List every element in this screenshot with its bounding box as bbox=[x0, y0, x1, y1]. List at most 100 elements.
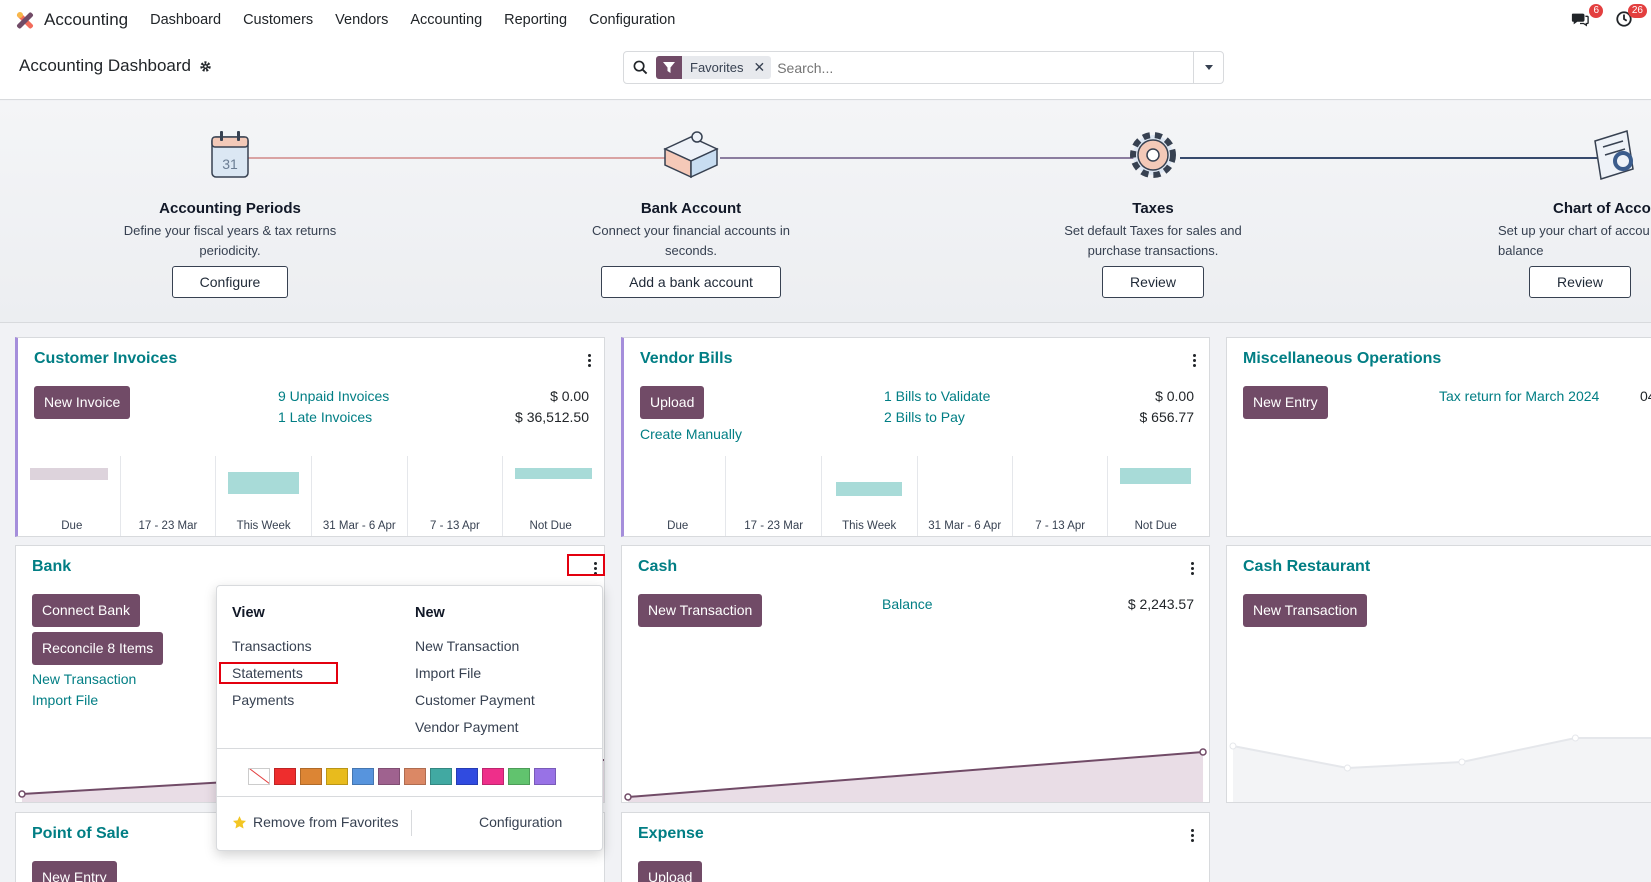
journal-title[interactable]: Vendor Bills bbox=[640, 350, 733, 367]
invoices-bar-chart: Due 17 - 23 Mar This Week 31 Mar - 6 Apr… bbox=[24, 456, 598, 536]
gear-icon[interactable] bbox=[199, 60, 212, 73]
vendor-payment-item[interactable]: Vendor Payment bbox=[415, 719, 519, 735]
unpaid-invoices-link[interactable]: 9 Unpaid Invoices bbox=[278, 388, 390, 404]
journal-options-icon[interactable] bbox=[1182, 825, 1202, 845]
chart-bar bbox=[30, 468, 108, 480]
view-payments-item[interactable]: Payments bbox=[232, 692, 295, 708]
bar-label: Not Due bbox=[529, 520, 572, 532]
chart-bar bbox=[835, 482, 903, 496]
facet-label: Favorites bbox=[690, 60, 744, 75]
new-entry-button[interactable]: New Entry bbox=[1243, 386, 1328, 419]
chart-bar bbox=[228, 472, 299, 494]
new-section-header: New bbox=[415, 605, 445, 621]
bar-label: Due bbox=[667, 520, 689, 532]
late-invoices-link[interactable]: 1 Late Invoices bbox=[278, 409, 373, 425]
bar-label: Not Due bbox=[1134, 520, 1177, 532]
menu-configuration[interactable]: Configuration bbox=[589, 12, 676, 28]
cash-balance-graph bbox=[624, 748, 1207, 802]
customer-payment-item[interactable]: Customer Payment bbox=[415, 692, 535, 708]
color-swatch[interactable] bbox=[274, 768, 296, 785]
journal-title[interactable]: Miscellaneous Operations bbox=[1243, 350, 1442, 367]
journal-title[interactable]: Bank bbox=[32, 558, 72, 575]
caret-down-icon bbox=[1204, 65, 1213, 70]
remove-facet-icon[interactable]: ✕ bbox=[753, 59, 766, 75]
upload-button[interactable]: Upload bbox=[638, 861, 703, 882]
app-name[interactable]: Accounting bbox=[44, 10, 129, 29]
menu-reporting[interactable]: Reporting bbox=[504, 12, 568, 28]
import-file-link[interactable]: Import File bbox=[32, 692, 99, 708]
unpaid-amount: $ 0.00 bbox=[550, 388, 589, 404]
search-icon[interactable] bbox=[624, 60, 656, 75]
onboarding-title: Accounting Periods bbox=[159, 200, 301, 217]
accounting-app-icon[interactable] bbox=[14, 10, 34, 30]
validate-amount: $ 0.00 bbox=[1155, 388, 1194, 404]
menu-accounting[interactable]: Accounting bbox=[410, 12, 483, 28]
new-invoice-button[interactable]: New Invoice bbox=[34, 386, 131, 419]
bills-to-pay-link[interactable]: 2 Bills to Pay bbox=[884, 409, 965, 425]
systray: 6 26 bbox=[1571, 4, 1647, 30]
color-swatch[interactable] bbox=[456, 768, 478, 785]
bar-label: 7 - 13 Apr bbox=[430, 520, 480, 532]
journal-card-expense: Expense Upload bbox=[621, 812, 1210, 882]
color-swatch[interactable] bbox=[404, 768, 426, 785]
new-transaction-button[interactable]: New Transaction bbox=[638, 594, 763, 627]
journal-options-icon[interactable] bbox=[579, 350, 599, 370]
journal-title[interactable]: Point of Sale bbox=[32, 825, 129, 842]
configure-button[interactable]: Configure bbox=[171, 266, 289, 298]
onboarding-desc: Set up your chart of accou initial balan… bbox=[1498, 223, 1651, 258]
bar-label: 31 Mar - 6 Apr bbox=[322, 520, 396, 532]
balance-link[interactable]: Balance bbox=[882, 596, 933, 612]
journal-options-icon[interactable] bbox=[585, 558, 604, 578]
color-swatch[interactable] bbox=[534, 768, 556, 785]
color-swatch[interactable] bbox=[508, 768, 530, 785]
color-swatch-none[interactable] bbox=[248, 768, 270, 785]
journal-options-icon[interactable] bbox=[1184, 350, 1204, 370]
connect-bank-button[interactable]: Connect Bank bbox=[32, 594, 140, 627]
review-chart-button[interactable]: Review bbox=[1529, 266, 1631, 298]
tax-return-link[interactable]: Tax return for March 2024 bbox=[1439, 388, 1600, 404]
onboarding-step-periods: 31 Accounting Periods Define your fiscal… bbox=[100, 123, 360, 298]
bar-label: Due bbox=[61, 520, 83, 532]
configuration-button[interactable]: Configuration bbox=[479, 814, 562, 830]
import-file-item[interactable]: Import File bbox=[415, 665, 482, 681]
chart-of-accounts-icon bbox=[1594, 130, 1634, 180]
search-options-toggle[interactable] bbox=[1193, 52, 1223, 83]
journal-title[interactable]: Expense bbox=[638, 825, 704, 842]
menu-vendors[interactable]: Vendors bbox=[335, 12, 389, 28]
new-transaction-button[interactable]: New Transaction bbox=[1243, 594, 1368, 627]
add-bank-account-button[interactable]: Add a bank account bbox=[601, 266, 781, 298]
color-swatch[interactable] bbox=[326, 768, 348, 785]
color-swatch[interactable] bbox=[430, 768, 452, 785]
new-transaction-item[interactable]: New Transaction bbox=[415, 638, 520, 654]
menu-customers[interactable]: Customers bbox=[243, 12, 314, 28]
journal-card-vendor-bills: Vendor Bills Upload Create Manually 1 Bi… bbox=[621, 337, 1210, 537]
messages-button[interactable]: 6 bbox=[1571, 4, 1603, 30]
view-statements-item[interactable]: Statements bbox=[232, 665, 303, 681]
color-swatch[interactable] bbox=[352, 768, 374, 785]
activities-button[interactable]: 26 bbox=[1615, 4, 1647, 30]
journal-title[interactable]: Cash bbox=[638, 558, 678, 575]
menu-dashboard[interactable]: Dashboard bbox=[150, 12, 222, 28]
remove-from-favorites-button[interactable]: Remove from Favorites bbox=[232, 814, 398, 830]
search-input[interactable] bbox=[777, 59, 1193, 76]
color-swatch[interactable] bbox=[482, 768, 504, 785]
new-transaction-link[interactable]: New Transaction bbox=[32, 671, 137, 687]
journal-options-icon[interactable] bbox=[1182, 558, 1202, 578]
color-swatch[interactable] bbox=[378, 768, 400, 785]
color-swatch[interactable] bbox=[300, 768, 322, 785]
create-manually-link[interactable]: Create Manually bbox=[640, 426, 742, 442]
review-taxes-button[interactable]: Review bbox=[1102, 266, 1204, 298]
cash-balance-amount: $ 2,243.57 bbox=[1127, 596, 1194, 612]
new-entry-button[interactable]: New Entry bbox=[32, 861, 117, 882]
messages-badge: 6 bbox=[1589, 4, 1603, 18]
bills-to-validate-link[interactable]: 1 Bills to Validate bbox=[884, 388, 991, 404]
upload-button[interactable]: Upload bbox=[640, 386, 705, 419]
progress-line bbox=[240, 157, 680, 159]
journal-title[interactable]: Customer Invoices bbox=[34, 350, 178, 367]
bar-label: 31 Mar - 6 Apr bbox=[928, 520, 1002, 532]
view-transactions-item[interactable]: Transactions bbox=[232, 638, 312, 654]
bar-label: 7 - 13 Apr bbox=[1035, 520, 1086, 532]
bar-label: 17 - 23 Mar bbox=[744, 520, 804, 532]
journal-title[interactable]: Cash Restaurant bbox=[1243, 558, 1371, 575]
reconcile-items-button[interactable]: Reconcile 8 Items bbox=[32, 632, 164, 665]
